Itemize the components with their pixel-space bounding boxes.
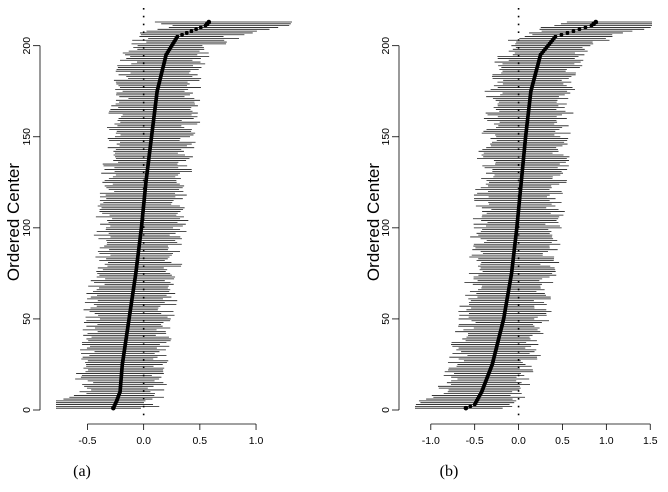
y-tick-label: 200 — [21, 37, 33, 55]
center-point — [553, 34, 558, 39]
y-axis-title: Ordered Center — [364, 163, 383, 281]
x-tick-label: -0.5 — [78, 435, 96, 447]
x-tick-label: 1.0 — [599, 435, 614, 447]
y-tick-label: 50 — [21, 313, 33, 325]
x-tick-label: 0.0 — [511, 435, 526, 447]
center-point — [468, 404, 473, 409]
interval-lines — [415, 21, 652, 409]
y-tick-label: 0 — [21, 407, 33, 413]
y-tick-label: 150 — [21, 128, 33, 146]
center-point — [583, 25, 588, 30]
y-tick-label: 0 — [380, 407, 392, 413]
x-tick-label: 1.5 — [643, 435, 658, 447]
y-axis-title: Ordered Center — [4, 163, 23, 281]
x-tick-label: -1.0 — [422, 435, 440, 447]
y-axis: 0 50 100 150 200 — [380, 37, 400, 413]
center-point — [565, 31, 570, 35]
x-tick-label: 0.0 — [136, 435, 151, 447]
y-tick-label: 100 — [380, 219, 392, 237]
panel-label: (a) — [73, 463, 91, 480]
center-point — [559, 32, 564, 37]
center-points — [463, 19, 599, 411]
x-axis: -0.5 0.0 0.5 1.0 — [78, 423, 264, 447]
center-points — [111, 19, 212, 411]
center-point — [184, 31, 189, 35]
center-point — [571, 29, 576, 34]
y-tick-label: 200 — [380, 37, 392, 55]
panel-label: (b) — [440, 463, 459, 480]
chart-panel-1: -0.5 0.0 0.5 1.0 0 50 100 150 200 Ordered Center (… — [4, 8, 292, 480]
center-point — [593, 19, 599, 25]
y-tick-label: 100 — [21, 219, 33, 237]
y-tick-label: 150 — [380, 128, 392, 146]
x-axis: -1.0 -0.5 0.0 0.5 1.0 1.5 — [422, 423, 658, 447]
center-point — [206, 19, 212, 25]
chart-panel-2: -1.0 -0.5 0.0 0.5 1.0 1.5 0 50 100 150 200 Ordered … — [364, 8, 658, 480]
x-tick-label: -0.5 — [466, 435, 484, 447]
center-point — [189, 29, 194, 34]
center-point — [175, 34, 180, 39]
x-tick-label: 1.0 — [249, 435, 264, 447]
y-tick-label: 50 — [380, 313, 392, 325]
x-tick-label: 0.5 — [555, 435, 570, 447]
center-point — [194, 27, 199, 32]
center-point — [463, 405, 469, 411]
interval-lines — [56, 21, 292, 409]
center-point — [577, 27, 582, 32]
x-tick-label: 0.5 — [193, 435, 208, 447]
y-axis: 0 50 100 150 200 — [21, 37, 41, 413]
center-point — [198, 25, 203, 30]
center-point — [180, 32, 184, 37]
